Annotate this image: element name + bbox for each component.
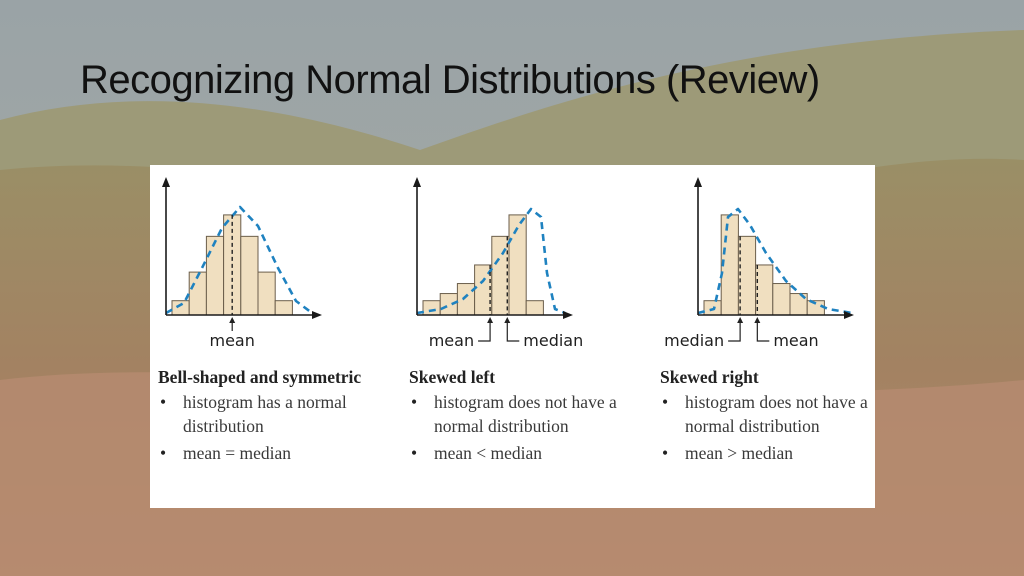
x-axis-arrow <box>563 311 573 319</box>
histogram-bar <box>456 283 476 316</box>
histogram-bar <box>491 235 510 316</box>
bullet-bell-2: mean = median <box>158 441 398 466</box>
marker-arrow <box>737 317 744 323</box>
histogram-bar <box>772 283 791 316</box>
mean-label: mean <box>429 331 474 350</box>
histogram-bar <box>171 300 190 316</box>
bullet-right-2: mean > median <box>660 441 900 466</box>
description-skewed-right: Skewed right histogram does not have a n… <box>660 365 900 465</box>
histogram-bar <box>240 235 259 316</box>
bullet-right-1: histogram does not have a normal distrib… <box>660 390 900 439</box>
distribution-curve <box>416 207 566 315</box>
y-axis-arrow <box>694 177 702 187</box>
heading-bell-shaped: Bell-shaped and symmetric <box>158 367 362 387</box>
mean-label: mean <box>773 331 818 350</box>
bullet-left-2: mean < median <box>409 441 649 466</box>
slide-title: Recognizing Normal Distributions (Review… <box>80 58 820 102</box>
bullet-bell-1: histogram has a normal distribution <box>158 390 398 439</box>
heading-skewed-right: Skewed right <box>660 367 759 387</box>
marker-arrow <box>487 317 494 323</box>
histogram-bar <box>205 235 225 316</box>
histogram-bar <box>257 271 276 316</box>
distribution-curve <box>165 205 313 315</box>
histogram-bar <box>525 300 544 316</box>
marker-bracket <box>756 321 770 342</box>
mean-label: mean <box>210 331 255 350</box>
histogram-bar <box>274 300 293 316</box>
histogram-bar <box>755 264 774 316</box>
x-axis-arrow <box>844 311 854 319</box>
bullet-left-1: histogram does not have a normal distrib… <box>409 390 649 439</box>
histogram-bar <box>703 300 722 316</box>
median-label: median <box>664 331 724 350</box>
histogram-bar <box>737 235 757 316</box>
description-bell-shaped: Bell-shaped and symmetric histogram has … <box>158 365 398 465</box>
histogram-diagrams: mean mean median median mean <box>162 177 854 350</box>
marker-bracket <box>506 321 520 342</box>
heading-skewed-left: Skewed left <box>409 367 496 387</box>
x-axis-arrow <box>312 311 322 319</box>
y-axis-arrow <box>413 177 421 187</box>
marker-arrow <box>754 317 761 323</box>
marker-bracket <box>728 321 741 342</box>
figure-panel: mean mean median median mean Bell-shaped and… <box>150 165 875 508</box>
median-label: median <box>523 331 583 350</box>
marker-arrow <box>504 317 511 323</box>
description-skewed-left: Skewed left histogram does not have a no… <box>409 365 649 465</box>
y-axis-arrow <box>162 177 170 187</box>
histogram-bar <box>439 293 458 316</box>
marker-arrow <box>229 317 236 323</box>
marker-bracket <box>478 321 491 342</box>
distribution-curve <box>697 207 853 315</box>
histogram-bar <box>422 300 441 316</box>
